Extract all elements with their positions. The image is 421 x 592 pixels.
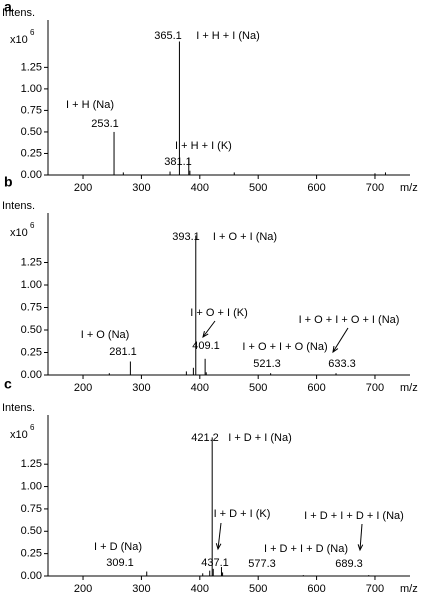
y-tick-label: 0.50	[21, 525, 42, 537]
peak-mz-label: 393.1	[172, 231, 200, 243]
x-tick-label: 400	[191, 583, 209, 592]
peak-label: I + O + I (Na)	[213, 231, 277, 243]
peak-label: I + O + I (K)	[190, 307, 247, 319]
peak-label: I + H (Na)	[66, 99, 114, 111]
x-tick-label: 600	[307, 583, 325, 592]
y-tick-label: 0.75	[21, 301, 42, 313]
peak-label: I + D + I + D + I (Na)	[304, 510, 404, 522]
peak-label: I + D + I (K)	[214, 508, 271, 520]
x-tick-label: 500	[249, 182, 267, 194]
peak-label: I + H + I (K)	[175, 140, 232, 152]
peak-mz-label: 309.1	[106, 557, 134, 569]
panel-letter: b	[4, 174, 13, 190]
x-tick-label: 300	[132, 382, 150, 394]
panel-letter: c	[4, 376, 12, 392]
y-tick-label: 0.00	[21, 169, 42, 181]
x-tick-label: 700	[366, 382, 384, 394]
x-tick-label: 600	[307, 382, 325, 394]
multiplier: x10	[10, 227, 28, 239]
y-axis-label: Intens.	[2, 402, 35, 414]
y-tick-label: 0.25	[21, 548, 42, 560]
x-tick-label: 500	[249, 583, 267, 592]
peak-mz-label: 633.3	[328, 358, 356, 370]
y-tick-label: 1.25	[21, 256, 42, 268]
x-tick-label: 300	[132, 583, 150, 592]
peak-mz-label: 281.1	[109, 346, 137, 358]
peak-mz-label: 409.1	[192, 340, 220, 352]
x-tick-label: 400	[191, 382, 209, 394]
panel-letter: a	[4, 0, 12, 15]
y-tick-label: 0.25	[21, 346, 42, 358]
y-axis-label: Intens.	[2, 200, 35, 212]
exponent: 6	[30, 423, 35, 432]
x-tick-label: 200	[74, 382, 92, 394]
peak-mz-label: 365.1	[154, 30, 182, 42]
y-tick-label: 0.50	[21, 126, 42, 138]
y-tick-label: 0.50	[21, 324, 42, 336]
y-tick-label: 0.00	[21, 570, 42, 582]
peak-label: I + O + I + O + I (Na)	[299, 314, 400, 326]
x-axis-label: m/z	[400, 382, 418, 394]
y-tick-label: 1.25	[21, 61, 42, 73]
x-tick-label: 300	[132, 182, 150, 194]
peak-label: I + D + I (Na)	[228, 432, 292, 444]
peak-label: I + O + I + O (Na)	[242, 341, 327, 353]
y-tick-label: 0.00	[21, 369, 42, 381]
x-tick-label: 500	[249, 382, 267, 394]
exponent: 6	[30, 28, 35, 37]
peak-mz-label: 381.1	[164, 156, 192, 168]
peak-label: I + H + I (Na)	[196, 30, 260, 42]
multiplier: x10	[10, 34, 28, 46]
x-axis-label: m/z	[400, 583, 418, 592]
y-tick-label: 1.00	[21, 83, 42, 95]
peak-mz-label: 689.3	[335, 558, 363, 570]
arrow	[217, 522, 222, 550]
y-tick-label: 0.75	[21, 503, 42, 515]
peak-mz-label: 521.3	[253, 358, 281, 370]
y-tick-label: 1.25	[21, 458, 42, 470]
y-tick-label: 1.00	[21, 480, 42, 492]
exponent: 6	[30, 221, 35, 230]
x-tick-label: 200	[74, 583, 92, 592]
peak-label: I + D + I + D (Na)	[264, 543, 348, 555]
x-tick-label: 200	[74, 182, 92, 194]
multiplier: x10	[10, 429, 28, 441]
x-tick-label: 400	[191, 182, 209, 194]
x-tick-label: 700	[366, 583, 384, 592]
peak-mz-label: 421.2	[191, 432, 219, 444]
arrow	[332, 327, 349, 353]
peak-label: I + D (Na)	[94, 541, 142, 553]
peak-mz-label: 437.1	[201, 557, 229, 569]
x-tick-label: 700	[366, 182, 384, 194]
arrow-head	[202, 331, 209, 339]
arrow-head	[332, 345, 339, 354]
y-tick-label: 0.25	[21, 147, 42, 159]
arrow-head	[215, 543, 222, 551]
x-tick-label: 600	[307, 182, 325, 194]
y-tick-label: 1.00	[21, 279, 42, 291]
peak-label: I + O (Na)	[81, 329, 130, 341]
x-axis-label: m/z	[400, 182, 418, 194]
y-tick-label: 0.75	[21, 104, 42, 116]
arrow-head	[357, 544, 364, 552]
arrow	[359, 523, 363, 551]
peak-mz-label: 253.1	[91, 118, 119, 130]
y-axis-label: Intens.	[2, 7, 35, 19]
arrow	[202, 320, 216, 338]
peak-mz-label: 577.3	[248, 558, 276, 570]
